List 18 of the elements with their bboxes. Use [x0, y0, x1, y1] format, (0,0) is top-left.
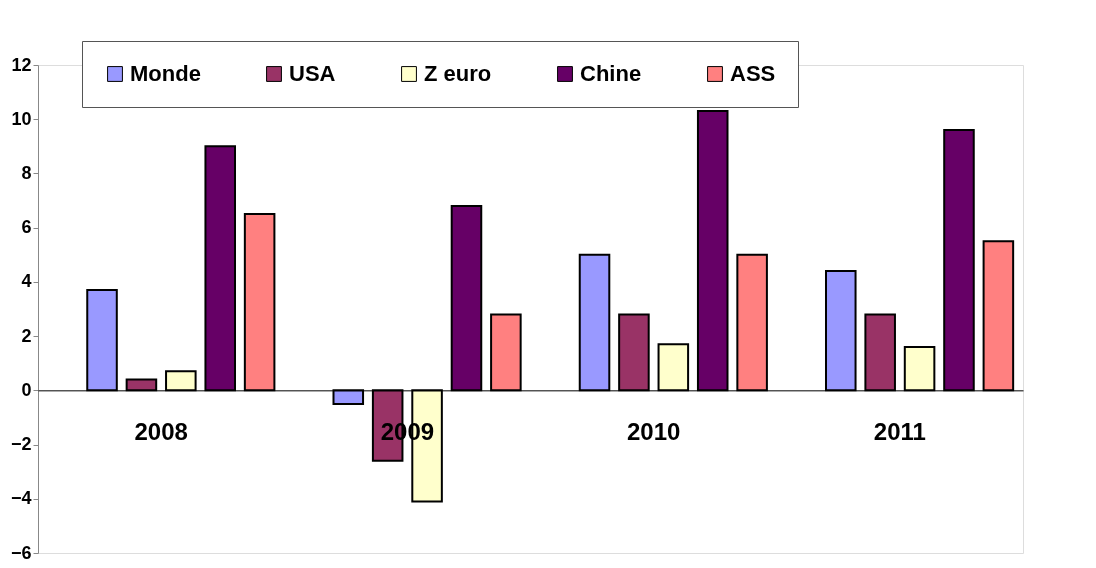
x-tick-label: 2008 — [134, 417, 188, 445]
y-tick-label: 10 — [11, 108, 32, 129]
y-tick-label: 2 — [21, 325, 32, 346]
legend-label: Monde — [130, 61, 201, 86]
legend-label: ASS — [730, 61, 776, 86]
y-tick-label: −4 — [10, 488, 32, 509]
y-tick-label: 6 — [21, 217, 32, 238]
y-tick-label: −6 — [10, 542, 32, 563]
legend-label: USA — [289, 61, 336, 86]
y-tick-label: 12 — [11, 54, 32, 75]
y-tick-label: 0 — [21, 379, 32, 400]
x-tick-label: 2010 — [626, 417, 681, 445]
x-tick-label: 2011 — [873, 417, 926, 445]
legend-label: Z euro — [424, 61, 492, 86]
y-tick-label: 8 — [21, 162, 32, 183]
legend-label: Chine — [580, 61, 642, 86]
y-tick-label: −2 — [10, 434, 32, 455]
y-tick-label: 4 — [21, 271, 32, 292]
